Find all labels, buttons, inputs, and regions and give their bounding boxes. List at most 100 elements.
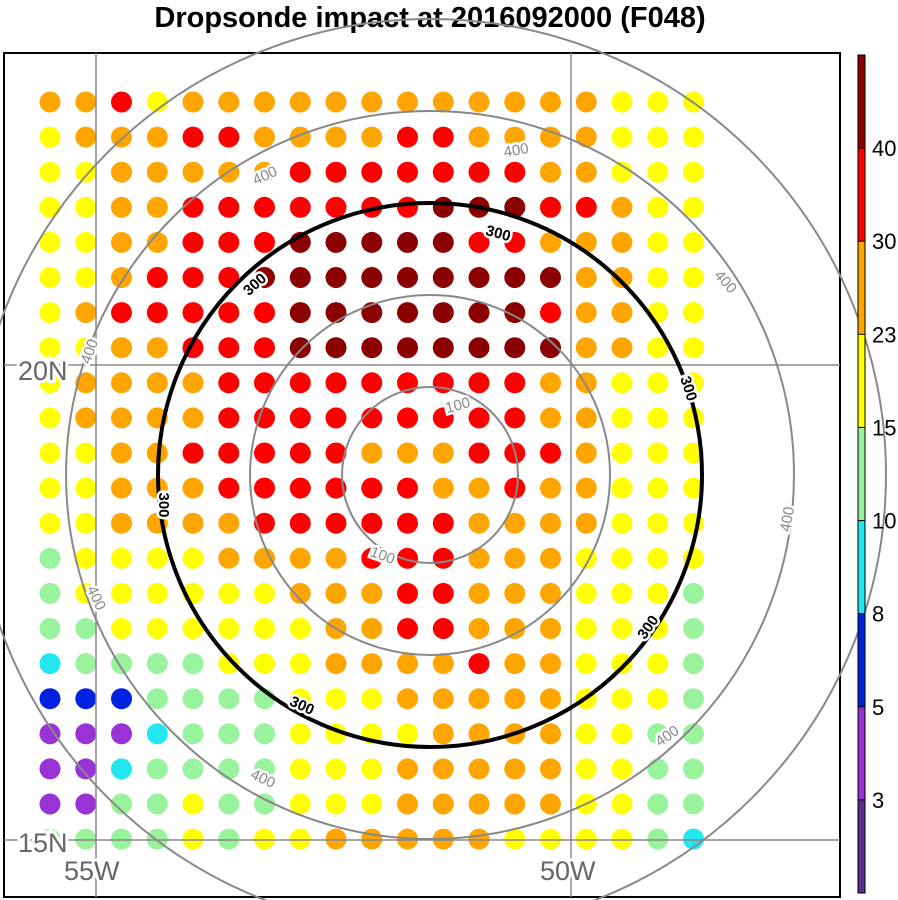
- impact-dot: [39, 758, 61, 780]
- colorbar-segment: [858, 427, 865, 521]
- impact-dot: [647, 688, 669, 710]
- impact-dot: [683, 196, 704, 218]
- impact-dot: [182, 793, 204, 815]
- impact-dot: [111, 547, 132, 569]
- colorbar-label: 30: [872, 229, 896, 254]
- impact-dot: [647, 91, 669, 113]
- impact-dot: [146, 91, 168, 113]
- impact-dot: [575, 758, 597, 780]
- impact-dot: [361, 407, 383, 429]
- impact-dot: [218, 126, 240, 148]
- impact-dot: [325, 688, 347, 710]
- impact-dot: [218, 442, 240, 464]
- impact-dot: [432, 547, 454, 569]
- impact-dot: [75, 442, 97, 464]
- impact-dot: [575, 126, 597, 148]
- impact-dot: [432, 442, 454, 464]
- impact-dot: [111, 196, 132, 218]
- impact-dot: [575, 407, 597, 429]
- impact-dot: [540, 337, 561, 359]
- impact-dot: [647, 196, 669, 218]
- impact-dot: [254, 442, 275, 464]
- impact-dot: [289, 196, 311, 218]
- colorbar-segment: [858, 613, 865, 707]
- impact-dot: [397, 618, 418, 639]
- impact-dot: [361, 828, 383, 850]
- impact-dot: [575, 442, 597, 464]
- impact-dot: [611, 512, 633, 534]
- impact-dot: [504, 793, 526, 815]
- impact-dot: [432, 477, 454, 499]
- impact-dot: [254, 828, 275, 850]
- impact-dot: [611, 231, 633, 253]
- impact-dot: [254, 231, 275, 253]
- impact-dot: [647, 231, 669, 253]
- impact-dot: [361, 477, 383, 499]
- impact-dot: [39, 196, 61, 218]
- impact-dot: [218, 653, 240, 675]
- impact-dot: [504, 302, 526, 324]
- impact-dot: [361, 793, 383, 815]
- impact-dot: [111, 688, 132, 710]
- impact-dot: [432, 688, 454, 710]
- impact-dot: [75, 302, 97, 324]
- impact-dot: [146, 372, 168, 394]
- impact-dot: [575, 828, 597, 850]
- impact-dot: [647, 407, 669, 429]
- impact-dot: [111, 442, 132, 464]
- impact-dot: [75, 372, 97, 394]
- impact-dot: [75, 126, 97, 148]
- impact-dot: [540, 688, 561, 710]
- impact-dot: [504, 758, 526, 780]
- impact-dot: [575, 582, 597, 604]
- impact-dot: [146, 337, 168, 359]
- impact-dot: [504, 126, 526, 148]
- impact-dot: [218, 547, 240, 569]
- impact-dot: [432, 196, 454, 218]
- impact-dot: [218, 688, 240, 710]
- impact-dot: [218, 723, 240, 745]
- impact-dot: [39, 618, 61, 639]
- impact-dot: [611, 337, 633, 359]
- impact-dot: [254, 618, 275, 639]
- impact-dot: [325, 372, 347, 394]
- impact-dot: [325, 547, 347, 569]
- impact-dot: [397, 337, 418, 359]
- impact-dot: [432, 407, 454, 429]
- impact-dot: [540, 477, 561, 499]
- impact-dot: [540, 161, 561, 183]
- impact-dot: [325, 196, 347, 218]
- impact-dot: [75, 828, 97, 850]
- impact-dot: [504, 231, 526, 253]
- impact-dot: [182, 547, 204, 569]
- impact-dot: [111, 337, 132, 359]
- impact-dot: [182, 442, 204, 464]
- impact-dot: [397, 302, 418, 324]
- impact-dot: [468, 758, 490, 780]
- impact-dot: [647, 758, 669, 780]
- impact-dot: [39, 337, 61, 359]
- colorbar-frame: [857, 54, 866, 894]
- impact-dot: [432, 512, 454, 534]
- impact-dot: [397, 91, 418, 113]
- impact-dot: [504, 582, 526, 604]
- impact-dot: [182, 126, 204, 148]
- impact-dot: [397, 758, 418, 780]
- impact-dot: [397, 582, 418, 604]
- impact-dot: [397, 267, 418, 288]
- impact-dot: [575, 618, 597, 639]
- impact-dot: [647, 126, 669, 148]
- impact-dot: [540, 582, 561, 604]
- impact-dot: [182, 723, 204, 745]
- impact-dot: [468, 828, 490, 850]
- colorbar-segment: [858, 706, 865, 800]
- impact-dot: [432, 231, 454, 253]
- impact-dot: [75, 231, 97, 253]
- impact-dot: [540, 618, 561, 639]
- impact-dot: [111, 512, 132, 534]
- impact-dot: [75, 477, 97, 499]
- impact-dot: [182, 758, 204, 780]
- impact-dot: [325, 267, 347, 288]
- impact-dot: [611, 407, 633, 429]
